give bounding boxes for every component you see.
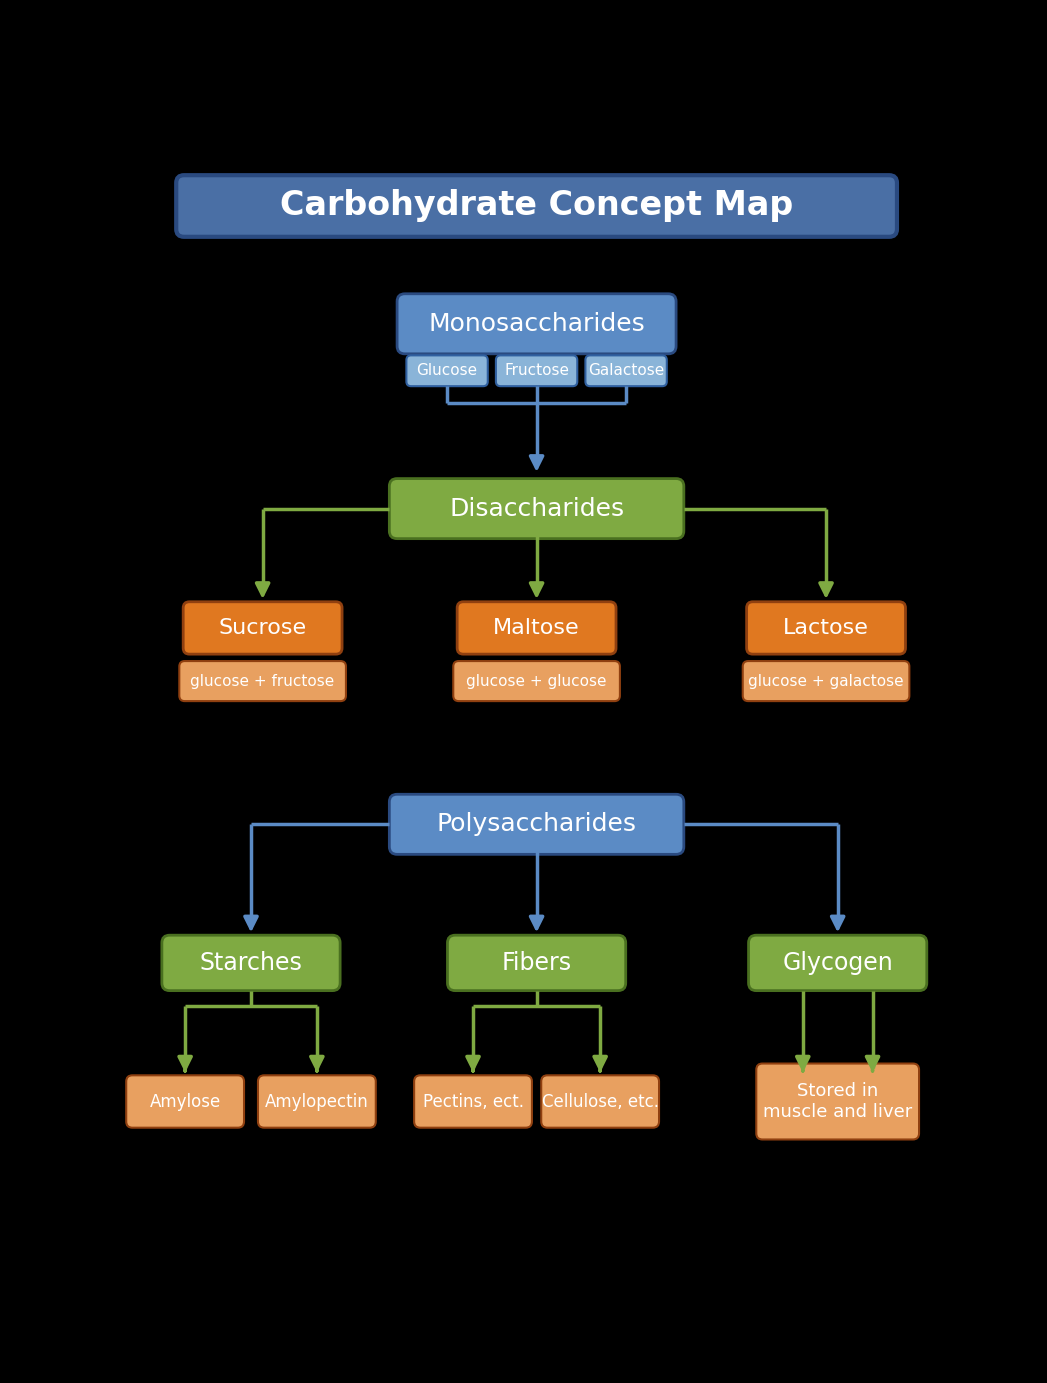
FancyBboxPatch shape <box>127 1076 244 1127</box>
FancyBboxPatch shape <box>406 355 488 386</box>
FancyBboxPatch shape <box>162 935 340 990</box>
FancyBboxPatch shape <box>458 602 616 654</box>
Text: glucose + fructose: glucose + fructose <box>191 674 335 689</box>
Text: Polysaccharides: Polysaccharides <box>437 812 637 837</box>
Text: Sucrose: Sucrose <box>219 618 307 638</box>
FancyBboxPatch shape <box>389 794 684 855</box>
Text: Monosaccharides: Monosaccharides <box>428 311 645 336</box>
FancyBboxPatch shape <box>389 479 684 538</box>
FancyBboxPatch shape <box>496 355 577 386</box>
FancyBboxPatch shape <box>756 1064 919 1140</box>
Text: Starches: Starches <box>200 952 303 975</box>
Text: glucose + galactose: glucose + galactose <box>749 674 904 689</box>
FancyBboxPatch shape <box>742 661 910 701</box>
Text: Galactose: Galactose <box>588 364 664 379</box>
FancyBboxPatch shape <box>585 355 667 386</box>
FancyBboxPatch shape <box>258 1076 376 1127</box>
FancyBboxPatch shape <box>415 1076 532 1127</box>
Text: glucose + glucose: glucose + glucose <box>466 674 607 689</box>
FancyBboxPatch shape <box>453 661 620 701</box>
Text: Glucose: Glucose <box>417 364 477 379</box>
FancyBboxPatch shape <box>749 935 927 990</box>
Text: Amylopectin: Amylopectin <box>265 1093 369 1111</box>
Text: Glycogen: Glycogen <box>782 952 893 975</box>
FancyBboxPatch shape <box>397 293 676 354</box>
Text: Fructose: Fructose <box>504 364 570 379</box>
Text: Lactose: Lactose <box>783 618 869 638</box>
FancyBboxPatch shape <box>541 1076 659 1127</box>
FancyBboxPatch shape <box>447 935 626 990</box>
Text: Cellulose, etc.: Cellulose, etc. <box>541 1093 659 1111</box>
FancyBboxPatch shape <box>183 602 342 654</box>
FancyBboxPatch shape <box>747 602 906 654</box>
Text: Carbohydrate Concept Map: Carbohydrate Concept Map <box>280 189 794 223</box>
FancyBboxPatch shape <box>179 661 346 701</box>
FancyBboxPatch shape <box>176 176 897 236</box>
Text: Fibers: Fibers <box>502 952 572 975</box>
Text: Amylose: Amylose <box>150 1093 221 1111</box>
Text: Maltose: Maltose <box>493 618 580 638</box>
Text: Pectins, ect.: Pectins, ect. <box>423 1093 524 1111</box>
Text: Stored in
muscle and liver: Stored in muscle and liver <box>763 1082 912 1120</box>
Text: Disaccharides: Disaccharides <box>449 496 624 520</box>
